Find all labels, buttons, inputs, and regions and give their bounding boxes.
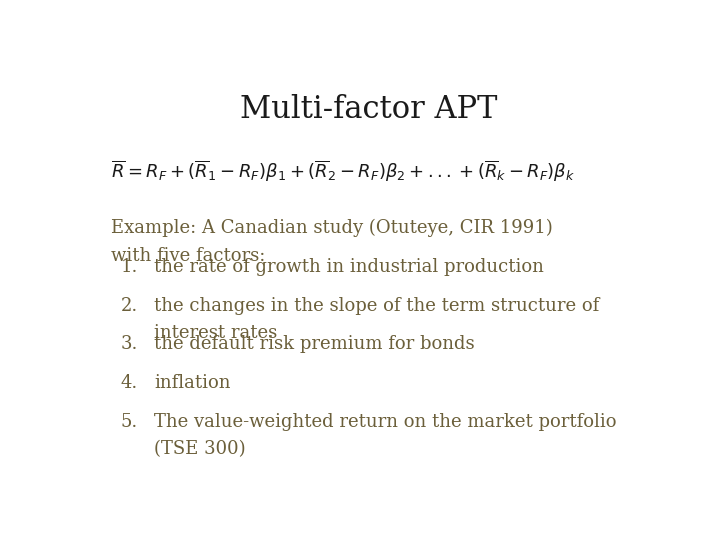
Text: the changes in the slope of the term structure of: the changes in the slope of the term str…	[154, 297, 600, 315]
Text: with five factors:: with five factors:	[111, 247, 266, 265]
Text: 5.: 5.	[121, 413, 138, 431]
Text: 2.: 2.	[121, 297, 138, 315]
Text: Example: A Canadian study (Otuteye, CIR 1991): Example: A Canadian study (Otuteye, CIR …	[111, 219, 553, 237]
Text: the default risk premium for bonds: the default risk premium for bonds	[154, 335, 474, 354]
Text: (TSE 300): (TSE 300)	[154, 440, 246, 458]
Text: $\mathit{\overline{R}} = \mathit{R}_{\mathit{F}} + (\mathit{\overline{R}}_{\math: $\mathit{\overline{R}} = \mathit{R}_{\ma…	[111, 158, 575, 184]
Text: 1.: 1.	[121, 258, 138, 276]
Text: interest rates: interest rates	[154, 324, 277, 342]
Text: 4.: 4.	[121, 374, 138, 392]
Text: 3.: 3.	[121, 335, 138, 354]
Text: The value-weighted return on the market portfolio: The value-weighted return on the market …	[154, 413, 616, 431]
Text: the rate of growth in industrial production: the rate of growth in industrial product…	[154, 258, 544, 276]
Text: inflation: inflation	[154, 374, 230, 392]
Text: Multi-factor APT: Multi-factor APT	[240, 94, 498, 125]
